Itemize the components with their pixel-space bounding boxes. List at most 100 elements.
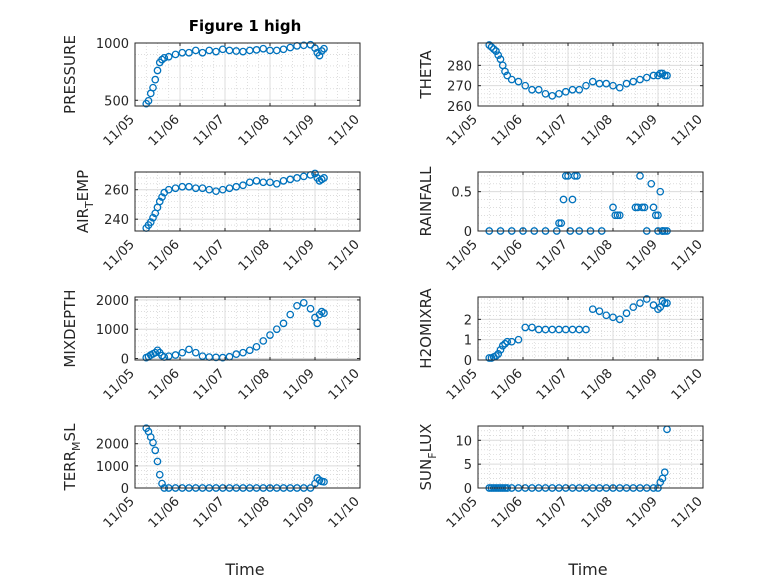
data-point	[146, 218, 155, 226]
axes-box	[134, 425, 361, 489]
data-point	[636, 172, 644, 180]
data-point	[602, 79, 611, 88]
data-point	[151, 75, 160, 84]
y-tick-label: 0	[464, 354, 472, 369]
y-tick-label: 10	[455, 434, 472, 449]
data-point	[561, 172, 570, 180]
data-series	[142, 40, 328, 108]
data-point	[155, 197, 164, 206]
x-tick-label: 11/09	[624, 494, 661, 531]
data-point	[191, 348, 200, 357]
data-point	[588, 77, 597, 86]
data-point	[149, 438, 157, 447]
data-point	[494, 51, 503, 60]
data-point	[654, 211, 662, 220]
data-point	[286, 43, 295, 52]
data-point	[559, 195, 568, 204]
data-point	[239, 181, 247, 190]
y-axis-label: MIXDEPTH	[61, 289, 79, 367]
x-tick-label: 11/05	[101, 494, 138, 531]
data-point	[239, 348, 247, 357]
data-point	[164, 52, 173, 61]
data-point	[492, 352, 500, 360]
x-tick-label: 11/07	[534, 112, 571, 149]
data-point	[613, 211, 622, 220]
data-point	[642, 73, 651, 82]
x-tick-label: 11/09	[281, 366, 318, 403]
y-axis-label-subscript: M	[70, 441, 83, 451]
subplot-3: 240 260 11/05 11/06 11/07 11/08 11/09 11/10 AIRT…	[74, 169, 363, 274]
figure-title: Figure 1 high	[189, 17, 302, 35]
data-point	[259, 337, 268, 345]
x-tick-label: 11/08	[236, 112, 273, 149]
data-point	[582, 325, 590, 334]
data-point	[660, 71, 669, 80]
data-series	[485, 41, 671, 100]
subplot-5: 0 1000 2000 11/05 11/06 11/07 11/08 11/09 11/10 M…	[61, 289, 363, 403]
data-point	[487, 43, 496, 51]
data-point	[149, 83, 157, 92]
x-tick-label: 11/05	[444, 237, 481, 274]
data-point	[629, 303, 638, 312]
x-tick-label: 11/07	[534, 494, 571, 531]
data-point	[149, 213, 157, 222]
y-tick-label: 500	[104, 94, 129, 109]
data-point	[272, 179, 281, 188]
data-point	[306, 304, 315, 313]
x-tick-label: 11/06	[489, 112, 526, 149]
x-tick-label: 11/09	[281, 112, 318, 149]
axes-box	[477, 296, 704, 361]
data-point	[320, 174, 328, 182]
data-point	[568, 195, 577, 204]
x-tick-label: 11/10	[669, 366, 706, 403]
y-axis-label-part: SL	[61, 423, 79, 442]
y-axis-label-part: SUN	[417, 459, 435, 491]
data-series	[142, 169, 328, 232]
data-point	[501, 67, 509, 76]
data-point	[656, 478, 665, 487]
y-axis-label: THETA	[417, 50, 435, 100]
y-tick-label: 280	[447, 59, 472, 74]
data-point	[151, 446, 160, 455]
y-tick-label: 0	[121, 482, 129, 497]
x-tick-label: 11/09	[281, 494, 318, 531]
axes-box	[134, 296, 361, 361]
y-axis-label: H2OMIXRA	[417, 288, 435, 369]
data-series	[142, 299, 328, 362]
y-tick-label: 260	[447, 100, 472, 115]
x-tick-label: 11/09	[624, 237, 661, 274]
data-point	[611, 211, 620, 220]
subplot-2: 260 270 280 11/05 11/06 11/07 11/08 11/09 11/10 T…	[417, 41, 706, 149]
x-tick-label: 11/10	[326, 112, 363, 149]
y-axis-label-part: LUX	[417, 424, 435, 453]
data-point	[171, 351, 180, 359]
x-tick-label: 11/07	[191, 494, 228, 531]
x-tick-label: 11/06	[146, 237, 183, 274]
x-tick-label: 11/05	[444, 112, 481, 149]
data-point	[252, 342, 261, 351]
data-point	[191, 46, 200, 55]
x-tick-label: 11/10	[669, 237, 706, 274]
data-point	[660, 468, 669, 477]
data-point	[575, 85, 584, 94]
y-tick-label: 240	[104, 213, 129, 228]
data-point	[320, 44, 328, 53]
data-point	[320, 309, 328, 317]
y-tick-label: 1000	[96, 37, 129, 52]
data-point	[622, 309, 631, 318]
data-point	[514, 77, 523, 86]
x-axis-label-left: Time	[224, 560, 264, 579]
data-point	[514, 335, 523, 344]
data-point	[245, 346, 254, 355]
data-point	[658, 69, 667, 78]
y-tick-label: 270	[447, 80, 472, 95]
data-point	[647, 179, 656, 188]
data-point	[153, 457, 162, 466]
data-point	[299, 299, 308, 307]
data-point	[272, 325, 281, 334]
x-tick-label: 11/09	[624, 366, 661, 403]
x-tick-label: 11/08	[579, 112, 616, 149]
data-point	[595, 307, 604, 316]
data-point	[503, 337, 512, 346]
data-point	[158, 479, 166, 488]
